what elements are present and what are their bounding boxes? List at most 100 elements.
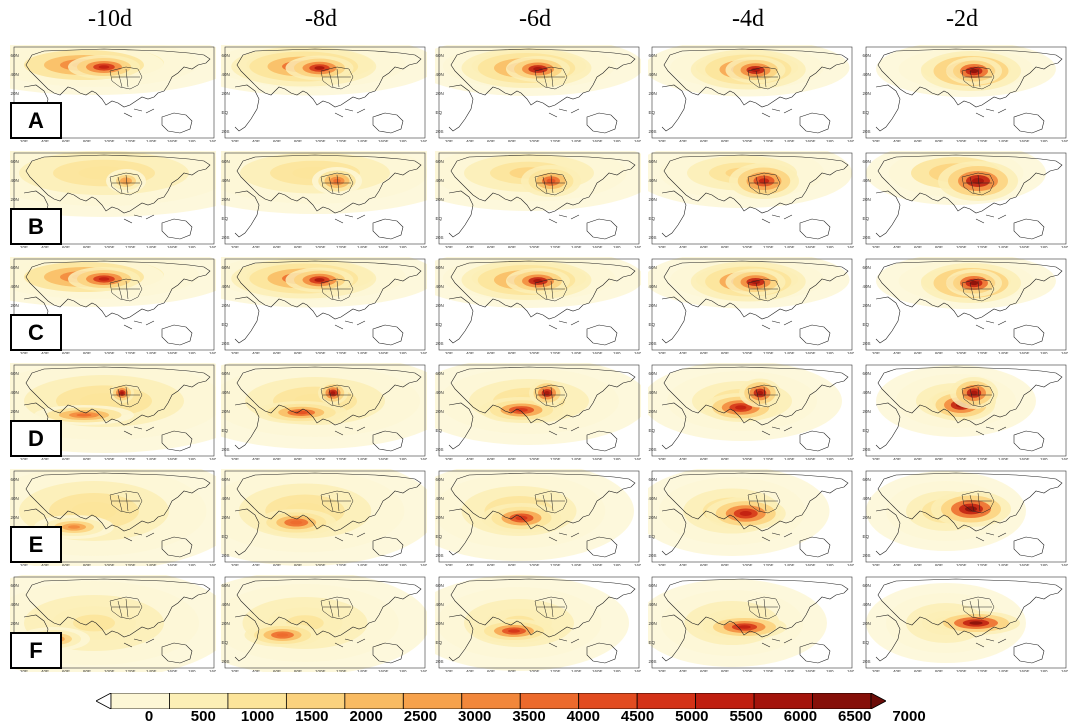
lon-tick-label: 120E <box>336 563 347 566</box>
lon-tick-label: 160E <box>167 669 178 672</box>
lon-tick-label: 60E <box>700 351 708 354</box>
colorbar-segment <box>578 693 638 709</box>
lon-tick-label: 100E <box>104 351 115 354</box>
map-frame <box>865 576 1067 669</box>
coastline <box>25 578 211 638</box>
province-boundaries <box>747 596 781 620</box>
lat-tick-label: EQ <box>649 216 656 221</box>
concentration-contour <box>756 390 764 396</box>
lat-tick-label: 40N <box>222 390 230 395</box>
coastline <box>586 112 618 134</box>
lon-tick-label: 80E <box>721 351 729 354</box>
lon-tick-label: 80E <box>721 563 729 566</box>
coastline <box>548 214 580 224</box>
lon-tick-label: 120E <box>550 457 561 460</box>
lon-tick-label: 120E <box>125 563 136 566</box>
lat-tick-label: 20S <box>222 129 230 134</box>
map-svg: 60N 40N 20N EQ 20S 20E 40E 60E 80E 100E 120E 140E 16… <box>221 575 427 672</box>
lon-tick-label: 140E <box>998 669 1009 672</box>
map-panel: 60N 40N 20N EQ 20S 20E 40E 60E 80E 100E 120E 140E 16… <box>435 363 641 460</box>
lon-tick-label: 180 <box>399 245 407 248</box>
coastline <box>661 190 687 238</box>
lat-tick-label: 60N <box>11 53 19 58</box>
lon-tick-label: 180 <box>613 351 621 354</box>
concentration-contour <box>544 391 550 395</box>
row-label: B <box>10 208 62 245</box>
lon-tick-label: 40E <box>252 669 260 672</box>
lon-tick-label: 180 <box>1040 457 1048 460</box>
lat-tick-label: 40N <box>649 284 657 289</box>
coastline <box>975 532 1007 542</box>
lon-tick-label: 40E <box>252 139 260 142</box>
lon-tick-label: 160W <box>847 669 854 672</box>
lon-tick-label: 140E <box>146 563 157 566</box>
lat-tick-label: 60N <box>222 159 230 164</box>
lon-tick-label: 180 <box>826 563 834 566</box>
coastline <box>25 260 211 320</box>
coastline <box>586 218 618 240</box>
lat-tick-label: EQ <box>222 428 229 433</box>
lon-tick-label: 100E <box>529 139 540 142</box>
lat-tick-label: 20S <box>222 553 230 558</box>
column-header: -6d <box>519 6 551 32</box>
lat-tick-label: 40N <box>436 284 444 289</box>
coastline <box>1013 112 1045 134</box>
lon-tick-label: 100E <box>529 563 540 566</box>
province-boundaries <box>534 384 568 408</box>
lon-tick-label: 160W <box>634 351 641 354</box>
lat-tick-label: 40N <box>436 496 444 501</box>
province-boundaries <box>320 596 354 620</box>
lon-tick-label: 180 <box>826 669 834 672</box>
concentration-contour <box>751 279 760 285</box>
lon-tick-label: 40E <box>679 139 687 142</box>
coastline <box>761 532 793 542</box>
lon-tick-label: 180 <box>613 245 621 248</box>
lon-tick-label: 40E <box>893 351 901 354</box>
lon-tick-label: 100E <box>742 669 753 672</box>
coastline <box>448 614 474 662</box>
lon-tick-label: 120E <box>336 457 347 460</box>
lat-tick-label: 20N <box>222 409 230 414</box>
map-frame <box>651 152 853 245</box>
colorbar-tick-label: 6000 <box>783 708 818 725</box>
colorbar-tick-label: 6500 <box>838 708 872 725</box>
lon-tick-label: 120E <box>763 139 774 142</box>
lon-tick-label: 80E <box>508 669 516 672</box>
lon-tick-label: 20E <box>445 669 453 672</box>
province-boundaries <box>109 384 143 408</box>
coastline <box>548 426 580 436</box>
colorbar-segment <box>344 693 404 709</box>
map-frame <box>224 364 426 457</box>
lon-tick-label: 160E <box>1019 563 1030 566</box>
coastline <box>334 638 366 648</box>
lat-tick-label: 60N <box>649 265 657 270</box>
lon-tick-label: 20E <box>445 563 453 566</box>
coastline <box>875 296 901 344</box>
row-label: D <box>10 420 62 457</box>
lat-tick-label: 40N <box>863 72 871 77</box>
coastline <box>234 84 260 132</box>
coastline <box>450 472 636 532</box>
lon-tick-label: 160W <box>209 245 216 248</box>
map-svg: 60N 40N 20N EQ 20S 20E 40E 60E 80E 100E 120E 140E 16… <box>221 469 427 566</box>
lat-tick-label: 20S <box>863 553 871 558</box>
lon-tick-label: 120E <box>550 669 561 672</box>
concentration-contour <box>290 520 303 525</box>
lon-tick-label: 160W <box>209 457 216 460</box>
coastline <box>1013 642 1045 664</box>
lat-tick-label: 20S <box>649 341 657 346</box>
map-frame <box>224 46 426 139</box>
lat-tick-label: 40N <box>649 602 657 607</box>
map-svg: 60N 40N 20N EQ 20S 20E 40E 60E 80E 100E 120E 140E 16… <box>221 45 427 142</box>
lat-tick-label: 40N <box>436 602 444 607</box>
lon-tick-label: 100E <box>529 351 540 354</box>
colorbar-segment <box>402 693 463 709</box>
lat-tick-label: 60N <box>863 159 871 164</box>
province-boundaries <box>320 490 354 514</box>
coastline <box>372 536 404 558</box>
coastline <box>334 214 366 224</box>
lat-tick-label: 40N <box>649 496 657 501</box>
lat-tick-label: 40N <box>11 602 19 607</box>
lat-tick-label: 20S <box>436 341 444 346</box>
lon-tick-label: 120E <box>336 245 347 248</box>
